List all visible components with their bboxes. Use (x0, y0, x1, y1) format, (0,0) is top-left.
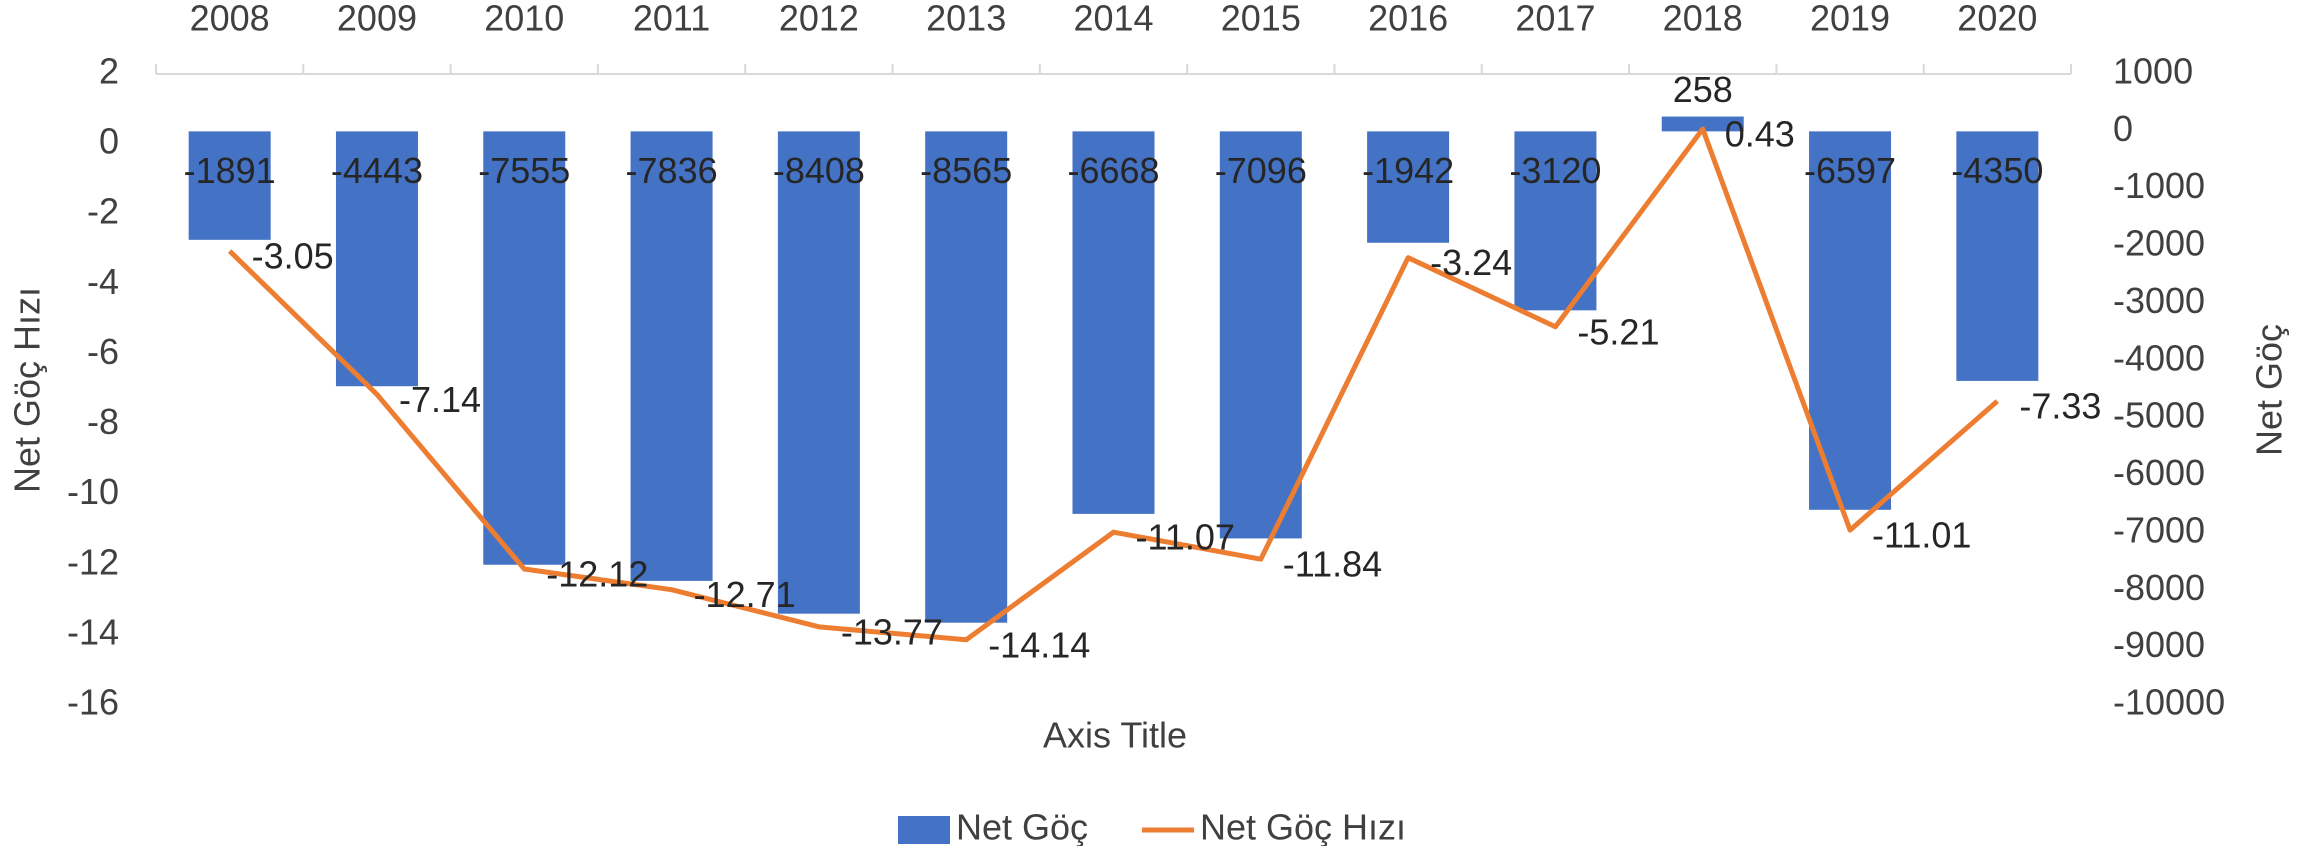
y2-tick-label: -9000 (2113, 624, 2205, 665)
legend-swatch (898, 816, 950, 844)
line (227, 126, 1999, 643)
x-tick-label: 2009 (337, 0, 417, 39)
data-label: -5.21 (1577, 311, 1659, 352)
bar (777, 131, 860, 614)
data-label: -3.05 (252, 236, 334, 277)
y-axis-title: Net Göç Hızı (7, 287, 48, 493)
bar (1514, 131, 1597, 311)
y2-tick-label: -4000 (2113, 337, 2205, 378)
y2-tick-label: 0 (2113, 108, 2133, 149)
data-label: -12.12 (546, 554, 648, 595)
data-label: -6597 (1804, 150, 1896, 191)
x-tick-label: 2014 (1073, 0, 1153, 39)
data-label: -6668 (1067, 150, 1159, 191)
y2-tick-label: -5000 (2113, 395, 2205, 436)
x-tick-label: 2008 (190, 0, 270, 39)
data-label: -12.71 (694, 574, 796, 615)
x-tick-label: 2011 (633, 0, 710, 39)
y-tick-label: -12 (67, 541, 119, 582)
y-tick-label: 2 (99, 51, 119, 92)
data-label: -7.33 (2019, 386, 2101, 427)
bar (630, 131, 713, 581)
data-label: 258 (1673, 69, 1733, 110)
x-axis-title: Axis Title (1043, 715, 1187, 756)
y-tick-label: -16 (67, 682, 119, 723)
y2-tick-label: -7000 (2113, 509, 2205, 550)
bar (1956, 131, 2039, 381)
y-tick-label: -2 (87, 191, 119, 232)
data-label: -4350 (1951, 150, 2043, 191)
y2-tick-label: -2000 (2113, 223, 2205, 264)
data-label: -13.77 (841, 611, 943, 652)
y-tick-label: 0 (99, 121, 119, 162)
y-tick-label: -8 (87, 401, 119, 442)
bar (483, 131, 566, 565)
data-label: -7.14 (399, 379, 481, 420)
bar (1661, 116, 1744, 132)
y-tick-label: -4 (87, 261, 119, 302)
x-tick-label: 2013 (926, 0, 1006, 39)
legend-label: Net Göç (956, 807, 1088, 846)
x-tick-label: 2017 (1515, 0, 1595, 39)
legend-label: Net Göç Hızı (1200, 807, 1406, 846)
bar (1367, 131, 1450, 243)
y2-tick-label: -6000 (2113, 452, 2205, 493)
y2-tick-label: -10000 (2113, 682, 2225, 723)
x-tick-label: 2018 (1663, 0, 1743, 39)
data-label: -11.84 (1283, 544, 1382, 585)
data-label: -7836 (626, 150, 718, 191)
bar (1219, 131, 1302, 539)
x-tick-label: 2016 (1368, 0, 1448, 39)
x-tick-label: 2010 (484, 0, 564, 39)
data-label: -4443 (331, 150, 423, 191)
x-tick-label: 2015 (1221, 0, 1301, 39)
bar (1809, 131, 1892, 510)
data-label: -11.07 (1136, 517, 1235, 558)
x-tick-label: 2012 (779, 0, 859, 39)
y2-tick-label: -8000 (2113, 567, 2205, 608)
bar (188, 131, 271, 240)
data-label: -7555 (478, 150, 570, 191)
y-tick-label: -14 (67, 611, 119, 652)
data-label: -8565 (920, 150, 1012, 191)
y-tick-label: -10 (67, 471, 119, 512)
bar (335, 131, 418, 387)
data-label: 0.43 (1725, 114, 1795, 155)
y2-tick-label: 1000 (2113, 51, 2193, 92)
x-tick-label: 2019 (1810, 0, 1890, 39)
y2-axis-title: Net Göç (2249, 324, 2290, 456)
bar (1072, 131, 1155, 514)
data-label: -14.14 (988, 624, 1090, 665)
data-label: -1942 (1362, 150, 1454, 191)
data-label: -1891 (184, 150, 276, 191)
x-tick-label: 2020 (1957, 0, 2037, 39)
data-label: -8408 (773, 150, 865, 191)
y2-tick-label: -3000 (2113, 280, 2205, 321)
y-tick-label: -6 (87, 331, 119, 372)
data-label: -3120 (1509, 150, 1601, 191)
data-label: -11.01 (1872, 515, 1971, 556)
data-label: -7096 (1215, 150, 1307, 191)
y2-tick-label: -1000 (2113, 165, 2205, 206)
bar (925, 131, 1008, 623)
data-label: -3.24 (1430, 242, 1512, 283)
